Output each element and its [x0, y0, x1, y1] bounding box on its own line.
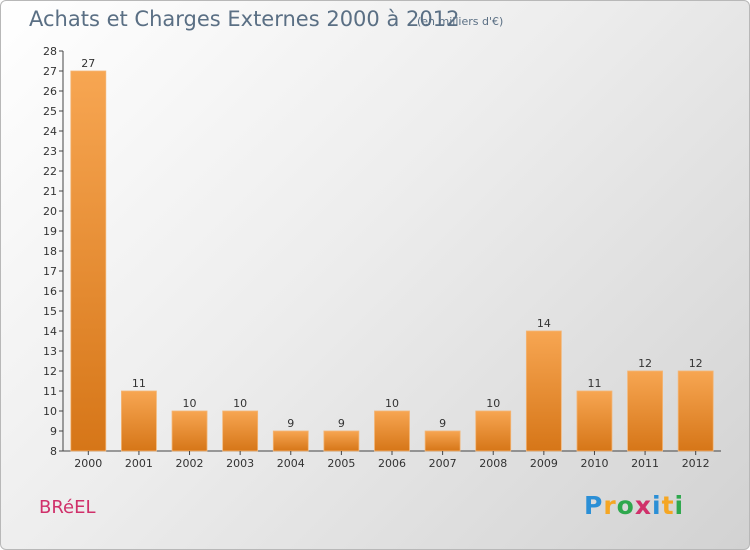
bar-2008	[475, 410, 512, 452]
bar-2004	[272, 430, 309, 452]
bar-2002	[171, 410, 208, 452]
bar-2007	[424, 430, 461, 452]
bar-2010	[576, 390, 613, 452]
bar-2012	[677, 370, 714, 452]
chart-subtitle: (en milliers d'€)	[417, 15, 504, 28]
x-tick-label: 2007	[429, 457, 457, 470]
bar-2006	[374, 410, 410, 452]
data-label: 27	[81, 57, 95, 70]
data-label: 10	[385, 397, 399, 410]
logo-letter: i	[652, 491, 662, 520]
bar-2011	[627, 370, 663, 452]
x-tick-label: 2002	[176, 457, 204, 470]
proxiti-logo: Proxiti	[584, 491, 684, 520]
logo-letter: x	[634, 491, 652, 520]
data-label: 10	[486, 397, 500, 410]
y-tick-label: 23	[43, 145, 57, 158]
bar-chart: 8 9 10 11 12 13 14 15 16 17 18 19 20 21 22 23 24 25 26 27 28…	[43, 45, 721, 470]
x-tick-label: 2001	[125, 457, 153, 470]
y-tick-label: 25	[43, 105, 57, 118]
bar-2005	[323, 430, 360, 452]
data-label: 11	[587, 377, 601, 390]
bar-2003	[222, 410, 259, 452]
data-label: 9	[338, 417, 345, 430]
data-label: 12	[638, 357, 652, 370]
y-tick-label: 28	[43, 45, 57, 58]
x-tick-label: 2003	[226, 457, 254, 470]
chart-title: Achats et Charges Externes 2000 à 2012	[29, 7, 460, 31]
data-label: 14	[537, 317, 551, 330]
y-tick-label: 15	[43, 305, 57, 318]
y-tick-label: 8	[50, 445, 57, 458]
data-label: 12	[689, 357, 703, 370]
logo-letter: i	[674, 491, 685, 520]
y-tick-label: 20	[43, 205, 57, 218]
y-tick-label: 22	[43, 165, 57, 178]
x-tick-label: 2000	[74, 457, 102, 470]
y-tick-label: 19	[43, 225, 57, 238]
bar-2009	[525, 330, 562, 452]
x-tick-label: 2011	[631, 457, 659, 470]
x-tick-label: 2012	[682, 457, 710, 470]
data-label: 11	[132, 377, 146, 390]
y-tick-label: 24	[43, 125, 57, 138]
y-tick-label: 10	[43, 405, 57, 418]
bar-2001	[121, 390, 157, 452]
logo-letter: t	[661, 491, 675, 520]
x-tick-label: 2004	[277, 457, 305, 470]
y-tick-label: 12	[43, 365, 57, 378]
y-tick-label: 16	[43, 285, 57, 298]
y-tick-label: 21	[43, 185, 57, 198]
data-label: 9	[439, 417, 446, 430]
data-label: 10	[233, 397, 247, 410]
y-tick-label: 9	[50, 425, 57, 438]
data-label: 10	[183, 397, 197, 410]
logo-letter: P	[584, 491, 604, 520]
logo-letter: r	[603, 491, 617, 520]
x-tick-label: 2010	[580, 457, 608, 470]
x-tick-label: 2009	[530, 457, 558, 470]
x-tick-label: 2005	[327, 457, 355, 470]
y-tick-label: 13	[43, 345, 57, 358]
y-tick-label: 11	[43, 385, 57, 398]
bar-2000	[70, 70, 107, 452]
x-tick-label: 2008	[479, 457, 507, 470]
data-label: 9	[287, 417, 294, 430]
x-tick-label: 2006	[378, 457, 406, 470]
y-tick-label: 27	[43, 65, 57, 78]
commune-name: BRéEL	[39, 497, 96, 518]
y-tick-label: 17	[43, 265, 57, 278]
y-tick-label: 26	[43, 85, 57, 98]
y-tick-label: 18	[43, 245, 57, 258]
y-tick-label: 14	[43, 325, 57, 338]
logo-letter: o	[616, 491, 635, 520]
